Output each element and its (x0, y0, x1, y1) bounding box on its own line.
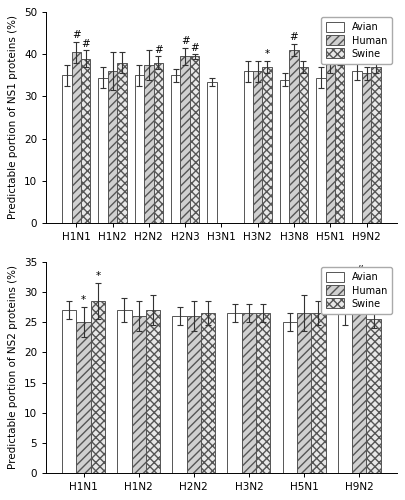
Text: #: # (181, 36, 190, 46)
Text: *: * (264, 49, 270, 59)
Bar (242, 314, 256, 472)
Bar (108, 71, 117, 223)
Text: *: * (373, 49, 379, 59)
Bar (62, 76, 72, 223)
Bar (311, 314, 326, 472)
Bar (77, 322, 91, 472)
Bar (297, 314, 311, 472)
Bar (228, 314, 242, 472)
Bar (117, 63, 127, 222)
Bar (201, 314, 215, 472)
Text: #: # (290, 32, 298, 42)
Bar (135, 76, 144, 223)
Bar (146, 310, 160, 472)
Bar (180, 56, 190, 222)
Legend: Avian, Human, Swine: Avian, Human, Swine (322, 17, 392, 64)
Text: #: # (355, 265, 364, 275)
Bar (98, 78, 108, 223)
Bar (335, 58, 344, 222)
Text: #: # (154, 45, 163, 55)
Bar (289, 50, 299, 222)
Bar (352, 71, 362, 223)
Bar (153, 63, 163, 222)
Bar (91, 302, 105, 472)
Bar (190, 56, 199, 222)
Text: *: * (95, 271, 100, 281)
Bar (352, 286, 367, 472)
Bar (132, 316, 146, 472)
Bar (72, 52, 81, 222)
Y-axis label: Predictable portion of NS1 proteins (%): Predictable portion of NS1 proteins (%) (9, 16, 19, 220)
Text: *: * (364, 56, 369, 66)
Bar (62, 310, 77, 472)
Bar (367, 320, 381, 472)
Bar (299, 67, 308, 222)
Text: *: * (328, 36, 333, 46)
Bar (338, 314, 352, 472)
Bar (173, 316, 187, 472)
Text: #: # (190, 42, 199, 52)
Bar (117, 310, 132, 472)
Bar (316, 78, 326, 223)
Bar (283, 322, 297, 472)
Bar (371, 67, 381, 222)
Bar (256, 314, 271, 472)
Bar (280, 80, 289, 223)
Y-axis label: Predictable portion of NS2 proteins (%): Predictable portion of NS2 proteins (%) (9, 266, 18, 470)
Bar (253, 71, 262, 223)
Bar (362, 74, 371, 223)
Legend: Avian, Human, Swine: Avian, Human, Swine (322, 267, 392, 314)
Text: #: # (72, 30, 81, 40)
Bar (187, 316, 201, 472)
Bar (144, 65, 153, 222)
Bar (262, 67, 272, 222)
Bar (326, 60, 335, 222)
Bar (81, 58, 90, 222)
Text: #: # (81, 38, 90, 48)
Text: *: * (371, 298, 376, 308)
Bar (171, 76, 180, 223)
Text: *: * (81, 295, 86, 305)
Bar (207, 82, 217, 222)
Bar (243, 71, 253, 223)
